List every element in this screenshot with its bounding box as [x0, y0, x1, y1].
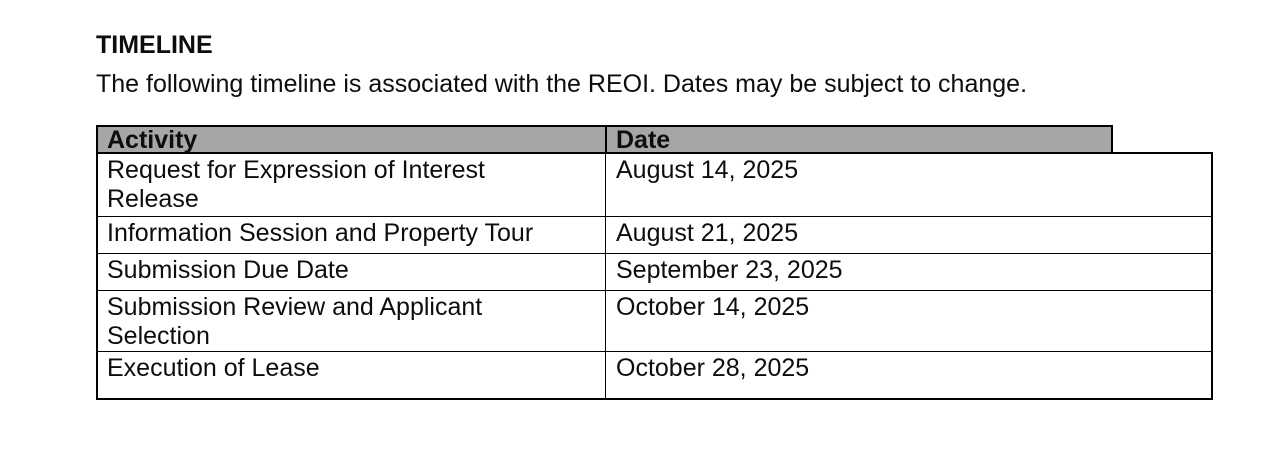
table-row: Submission Review and Applicant Selectio…: [98, 290, 1211, 351]
activity-cell: Execution of Lease: [107, 354, 320, 382]
table-row: Request for Expression of Interest Relea…: [98, 154, 1211, 216]
header-cell-date: Date: [605, 127, 1111, 153]
activity-cell: Information Session and Property Tour: [107, 219, 534, 247]
document-page: TIMELINE The following timeline is assoc…: [96, 31, 1213, 400]
table-body: Request for Expression of Interest Relea…: [96, 152, 1213, 400]
activity-cell: Submission Review and Applicant Selectio…: [107, 293, 483, 350]
table-row: Execution of Lease October 28, 2025: [98, 351, 1211, 398]
header-cell-activity: Activity: [107, 126, 198, 154]
date-cell: August 14, 2025: [605, 154, 1211, 216]
section-title: TIMELINE: [96, 31, 213, 59]
activity-cell: Request for Expression of Interest Relea…: [107, 156, 485, 213]
table-row: Submission Due Date September 23, 2025: [98, 253, 1211, 290]
date-cell: October 28, 2025: [605, 352, 1211, 398]
activity-cell: Submission Due Date: [107, 256, 349, 284]
date-cell: September 23, 2025: [605, 254, 1211, 290]
date-cell: October 14, 2025: [605, 291, 1211, 351]
table-header-row: Activity Date: [96, 125, 1113, 154]
intro-paragraph: The following timeline is associated wit…: [96, 70, 1028, 98]
timeline-table: Activity Date Request for Expression of …: [96, 125, 1213, 400]
table-row: Information Session and Property Tour Au…: [98, 216, 1211, 253]
date-cell: August 21, 2025: [605, 217, 1211, 253]
